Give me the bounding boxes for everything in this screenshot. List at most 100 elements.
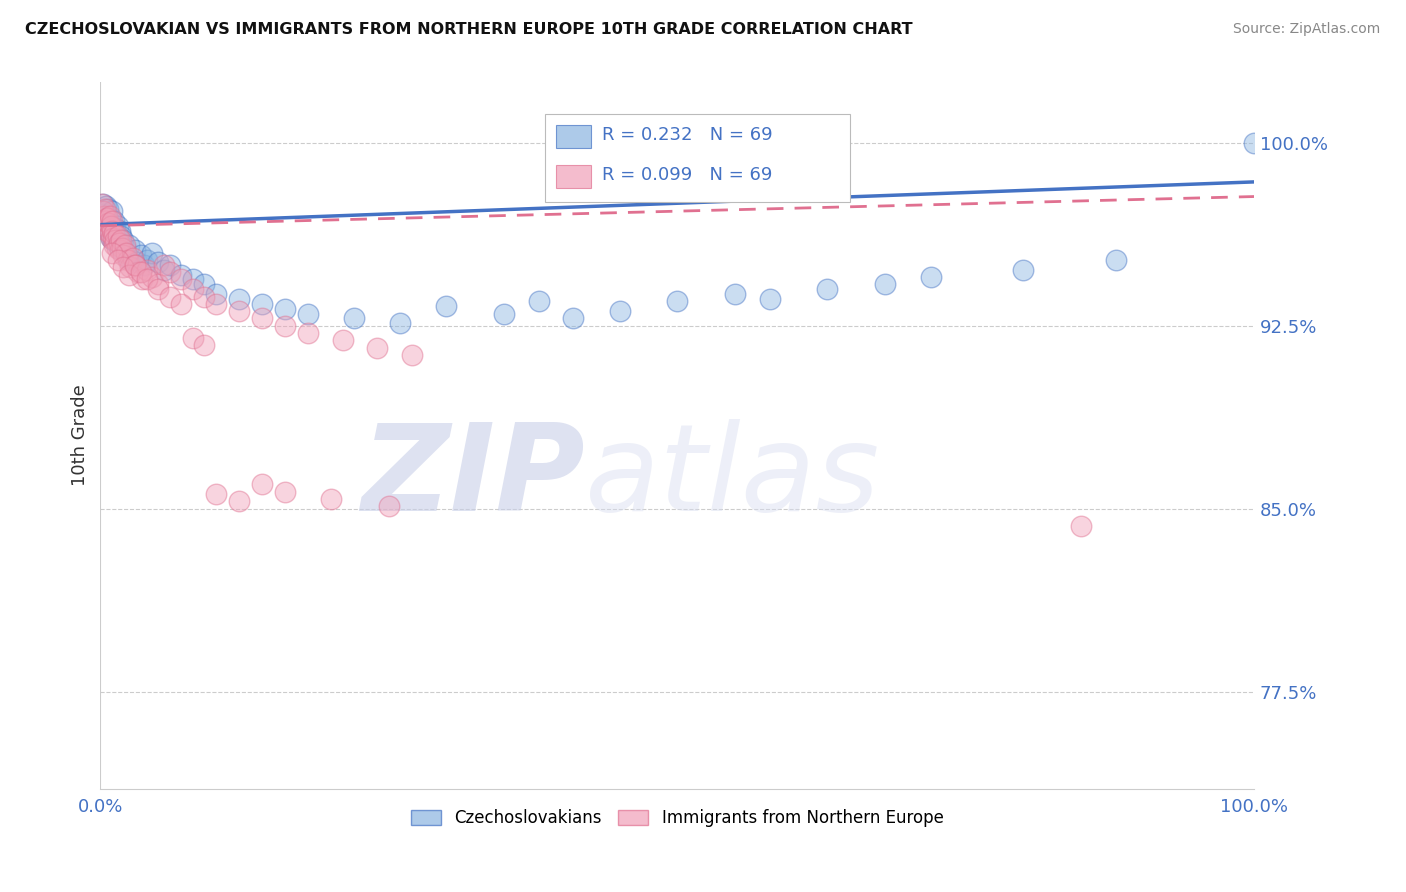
- Point: [101, 234, 124, 248]
- Point: [124, 243, 146, 257]
- Point: [96, 209, 118, 223]
- Point: [97, 216, 120, 230]
- Text: ZIP: ZIP: [361, 419, 585, 536]
- Point: [193, 338, 215, 352]
- Text: R = 0.232   N = 69: R = 0.232 N = 69: [602, 126, 773, 144]
- Point: [135, 272, 157, 286]
- Text: CZECHOSLOVAKIAN VS IMMIGRANTS FROM NORTHERN EUROPE 10TH GRADE CORRELATION CHART: CZECHOSLOVAKIAN VS IMMIGRANTS FROM NORTH…: [25, 22, 912, 37]
- Point: [112, 260, 135, 275]
- Bar: [557, 165, 591, 188]
- Point: [159, 258, 181, 272]
- Point: [274, 301, 297, 316]
- Point: [114, 241, 136, 255]
- Point: [94, 211, 117, 226]
- Point: [146, 282, 169, 296]
- Point: [135, 262, 157, 277]
- Point: [124, 258, 146, 272]
- Legend: Czechoslovakians, Immigrants from Northern Europe: Czechoslovakians, Immigrants from Northe…: [405, 803, 950, 834]
- Point: [108, 231, 131, 245]
- Point: [1012, 262, 1035, 277]
- Point: [98, 226, 121, 240]
- Point: [321, 491, 343, 506]
- Point: [108, 243, 131, 257]
- Text: atlas: atlas: [585, 419, 880, 536]
- Point: [170, 268, 193, 282]
- Point: [117, 251, 139, 265]
- Point: [101, 231, 124, 245]
- Point: [114, 245, 136, 260]
- Point: [297, 326, 319, 340]
- Point: [250, 311, 273, 326]
- Point: [181, 272, 204, 286]
- Point: [920, 270, 942, 285]
- Point: [181, 331, 204, 345]
- Point: [107, 238, 129, 252]
- Point: [104, 221, 127, 235]
- Point: [101, 224, 124, 238]
- Y-axis label: 10th Grade: 10th Grade: [72, 384, 89, 486]
- Point: [1070, 518, 1092, 533]
- Point: [724, 287, 747, 301]
- Point: [366, 341, 388, 355]
- Point: [121, 252, 143, 267]
- Point: [101, 245, 124, 260]
- Point: [228, 494, 250, 508]
- Point: [112, 248, 135, 262]
- Point: [103, 226, 125, 240]
- Point: [103, 214, 125, 228]
- Point: [104, 234, 127, 248]
- Point: [494, 307, 516, 321]
- Point: [274, 318, 297, 333]
- Point: [146, 277, 169, 292]
- Point: [100, 216, 122, 230]
- Point: [98, 209, 121, 223]
- Point: [159, 289, 181, 303]
- Point: [873, 277, 896, 292]
- Point: [127, 265, 149, 279]
- Point: [153, 258, 176, 272]
- Point: [100, 219, 122, 233]
- Point: [114, 238, 136, 252]
- Point: [121, 251, 143, 265]
- Point: [815, 282, 838, 296]
- Point: [124, 258, 146, 272]
- Point: [107, 228, 129, 243]
- Point: [97, 202, 120, 216]
- Point: [108, 235, 131, 250]
- Point: [96, 219, 118, 233]
- Point: [105, 241, 128, 255]
- Point: [98, 211, 121, 226]
- Point: [101, 219, 124, 233]
- Point: [110, 234, 132, 248]
- Point: [111, 241, 134, 255]
- Point: [129, 265, 152, 279]
- Point: [159, 265, 181, 279]
- Point: [108, 224, 131, 238]
- Point: [118, 238, 141, 252]
- Point: [112, 234, 135, 248]
- Point: [436, 299, 458, 313]
- Point: [94, 219, 117, 233]
- FancyBboxPatch shape: [544, 113, 851, 202]
- Point: [98, 226, 121, 240]
- Point: [297, 307, 319, 321]
- Point: [110, 228, 132, 243]
- Point: [204, 297, 226, 311]
- Point: [101, 224, 124, 238]
- Point: [193, 277, 215, 292]
- Point: [527, 294, 550, 309]
- Point: [114, 245, 136, 260]
- Point: [609, 304, 631, 318]
- Point: [107, 252, 129, 267]
- Point: [96, 224, 118, 238]
- Point: [101, 204, 124, 219]
- Point: [274, 484, 297, 499]
- Point: [90, 204, 112, 219]
- Point: [120, 260, 142, 275]
- Point: [562, 311, 585, 326]
- Point: [90, 197, 112, 211]
- Point: [94, 202, 117, 216]
- Bar: [557, 125, 591, 148]
- Point: [111, 243, 134, 257]
- Point: [228, 304, 250, 318]
